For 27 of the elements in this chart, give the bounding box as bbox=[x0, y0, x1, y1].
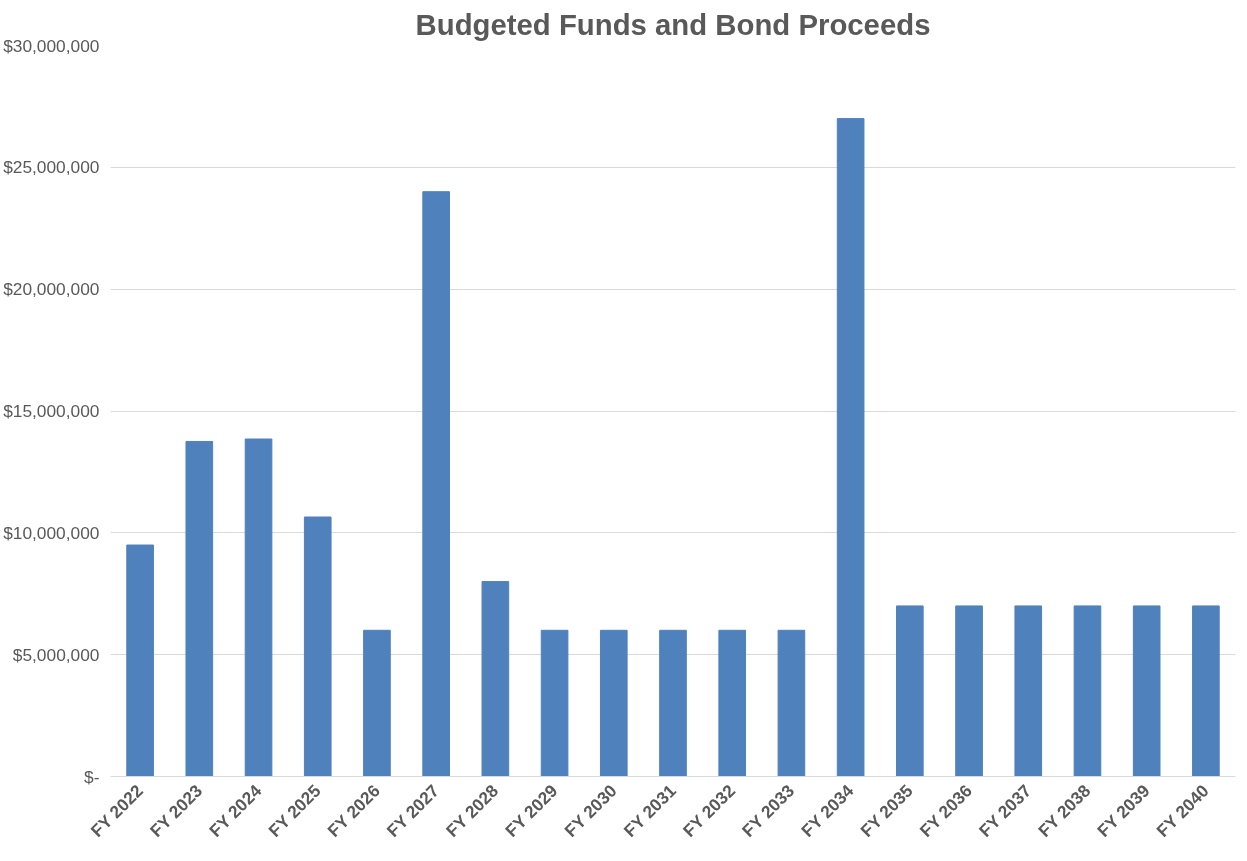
chart-title: Budgeted Funds and Bond Proceeds bbox=[415, 7, 931, 41]
bar bbox=[185, 440, 214, 777]
bar bbox=[955, 605, 983, 777]
bar bbox=[1192, 605, 1220, 777]
bar bbox=[481, 581, 510, 777]
bar bbox=[363, 629, 391, 777]
bar bbox=[896, 605, 924, 777]
bar bbox=[422, 191, 450, 777]
bar bbox=[1014, 605, 1043, 777]
bar bbox=[777, 629, 806, 777]
bar bbox=[718, 629, 747, 777]
bar bbox=[540, 629, 569, 777]
bar bbox=[836, 118, 865, 777]
bar bbox=[126, 544, 154, 777]
y-tick-label: $- bbox=[84, 766, 100, 787]
y-tick-label: $25,000,000 bbox=[3, 157, 100, 178]
bar bbox=[303, 516, 332, 777]
y-tick-label: $20,000,000 bbox=[3, 279, 100, 300]
bar bbox=[659, 629, 687, 777]
bar bbox=[1132, 605, 1161, 777]
bar bbox=[1073, 605, 1102, 777]
y-tick-label: $30,000,000 bbox=[3, 35, 100, 56]
y-tick-label: $10,000,000 bbox=[3, 522, 100, 543]
bar bbox=[599, 629, 628, 777]
y-tick-label: $5,000,000 bbox=[12, 644, 100, 665]
bar bbox=[244, 438, 273, 777]
y-tick-label: $15,000,000 bbox=[3, 401, 100, 421]
